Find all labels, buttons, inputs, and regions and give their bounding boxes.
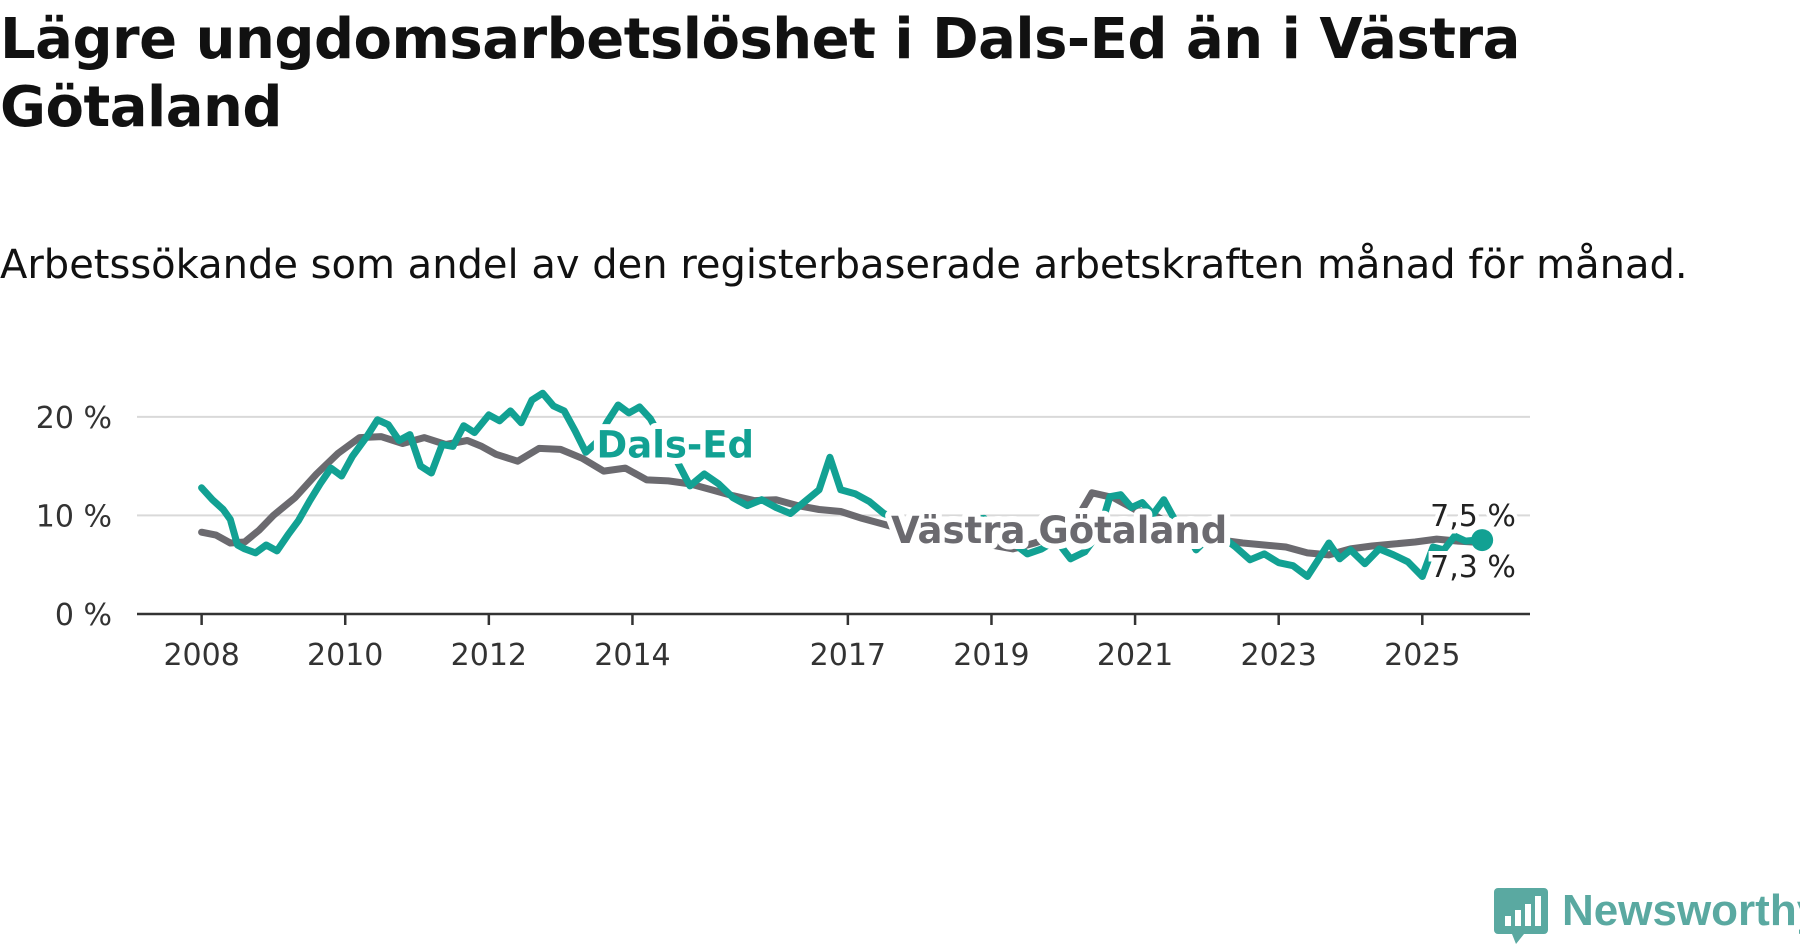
series-labels: 7,5 % 7,3 % Dals-Ed Västra Götaland: [591, 417, 1520, 589]
series-line-dals-ed: [198, 389, 1480, 580]
series-lines: [198, 389, 1494, 580]
chart-subtitle: Arbetssökande som andel av den registerb…: [0, 242, 1688, 288]
end-value-label: 7,5 %: [1430, 499, 1516, 534]
axes: 0 % 10 % 20 % 2008 2010 2012 2014 2017 2019 2021 2…: [36, 401, 1530, 673]
series-label: Västra Götaland: [891, 509, 1227, 552]
x-tick-label: 2019: [953, 638, 1029, 673]
x-tick-label: 2008: [163, 638, 239, 673]
series-end-point: [1471, 529, 1494, 552]
brand-name: Newsworthy: [1562, 886, 1800, 935]
x-tick-label: 2023: [1241, 638, 1317, 673]
newsworthy-logo[interactable]: Newsworthy: [1494, 886, 1800, 946]
x-tick-label: 2017: [810, 638, 886, 673]
y-tick-label: 20 %: [36, 401, 112, 436]
gridlines: [137, 415, 1530, 517]
x-tick-label: 2012: [451, 638, 527, 673]
series-line-v-stra-g-taland: [198, 433, 1477, 559]
y-tick-label: 10 %: [36, 499, 112, 534]
chart-title: Lägre ungdomsarbetslöshet i Dals-Ed än i…: [0, 7, 1520, 141]
end-value-label: 7,3 %: [1430, 550, 1516, 585]
y-tick-label: 0 %: [55, 598, 112, 633]
x-tick-label: 2014: [594, 638, 670, 673]
x-tick-label: 2025: [1384, 638, 1460, 673]
newsworthy-logo-icon: [1494, 888, 1548, 944]
x-tick-label: 2010: [307, 638, 383, 673]
x-tick-label: 2021: [1097, 638, 1173, 673]
series-label: Dals-Ed: [597, 423, 755, 466]
